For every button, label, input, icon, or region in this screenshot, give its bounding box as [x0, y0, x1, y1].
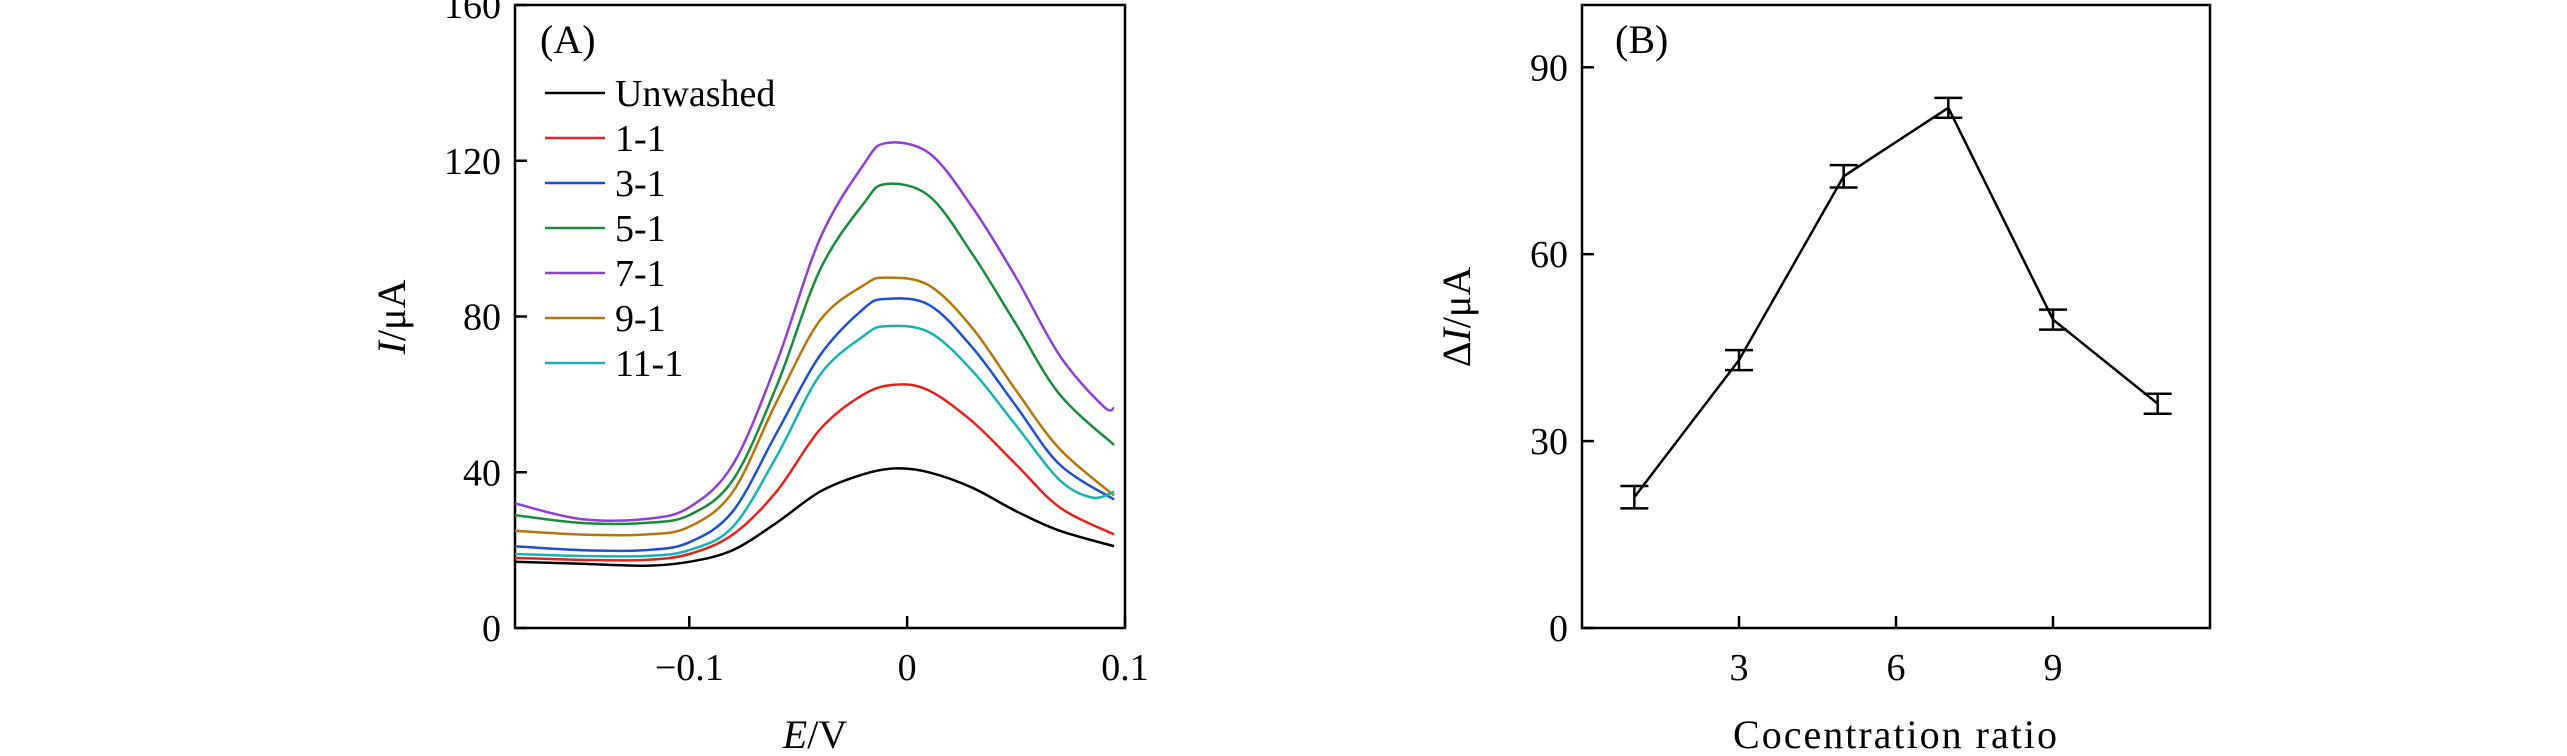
data-line [1633, 105, 2159, 498]
series-line-unwashed [514, 467, 1115, 567]
error-bar [2143, 392, 2172, 415]
panel-b-y-tick-label: 30 [1530, 421, 1568, 463]
panel-b-x-axis-title: Cocentration ratio [1733, 712, 2059, 756]
series-line-1-1 [514, 383, 1115, 562]
legend-label-3-1: 3-1 [615, 163, 666, 205]
panel-b-y-axis-delta: Δ [1434, 342, 1479, 368]
panel-b-y-ticks: 0 30 60 90 [1530, 47, 1594, 650]
panel-a-label: (A) [540, 17, 596, 62]
panel-a-y-axis-title: I/μA [369, 280, 414, 356]
panel-a-x-axis-unit: /V [807, 712, 847, 756]
legend-label-7-1: 7-1 [615, 253, 666, 295]
panel-b-plot-frame [1580, 3, 2212, 630]
panel-a-y-axis-unit: /μA [369, 280, 414, 342]
panel-b-series [1620, 96, 2172, 510]
legend-label-1-1: 1-1 [615, 118, 666, 160]
panel-a-y-tick-label: 0 [482, 608, 501, 650]
panel-b-y-tick-label: 0 [1549, 608, 1568, 650]
panel-b-chart: 0 30 60 90 3 6 9 (B) Cocentration ratio ΔI/μA [1434, 3, 2212, 756]
panel-a-y-tick-label: 160 [444, 0, 501, 27]
legend-label-11-1: 11-1 [615, 343, 683, 385]
error-bar [2039, 308, 2067, 331]
panel-b-x-tick-label: 3 [1730, 647, 1749, 689]
series-line-3-1 [514, 297, 1115, 553]
legend-label-5-1: 5-1 [615, 208, 666, 250]
panel-a-chart: 0 40 80 120 160 −0.1 0 0.1 Unwashed1-13-15-17-… [369, 0, 1149, 756]
error-bar [1934, 96, 1963, 120]
panel-b-y-axis-unit: /μA [1434, 267, 1479, 329]
panel-b-label: (B) [1615, 17, 1668, 62]
panel-a-y-ticks: 0 40 80 120 160 [444, 0, 527, 650]
panel-b-x-tick-label: 6 [1887, 647, 1906, 689]
panel-a-y-tick-label: 80 [463, 297, 501, 339]
panel-b-y-tick-label: 90 [1530, 47, 1568, 89]
series-line-9-1 [514, 276, 1115, 537]
panel-a-x-axis-symbol: E [782, 712, 807, 756]
legend-label-9-1: 9-1 [615, 298, 666, 340]
panel-a-y-tick-label: 120 [444, 141, 501, 183]
error-bar [1829, 163, 1858, 189]
panel-a-x-tick-label: −0.1 [655, 647, 724, 689]
series-line-5-1 [514, 182, 1115, 526]
panel-b-x-ticks: 3 6 9 [1730, 616, 2063, 689]
panel-a-y-axis-symbol: I [369, 339, 414, 355]
panel-a-x-ticks: −0.1 0 0.1 [655, 616, 1149, 689]
series-line-11-1 [514, 324, 1115, 558]
panel-a-x-axis-title: E/V [782, 712, 848, 756]
panel-b-x-tick-label: 9 [2044, 647, 2063, 689]
error-bar [1725, 348, 1753, 372]
panel-a-y-tick-label: 40 [463, 452, 501, 494]
panel-a-series-lines [514, 141, 1115, 567]
panel-a-x-tick-label: 0.1 [1101, 647, 1149, 689]
panel-a-x-tick-label: 0 [898, 647, 917, 689]
series-line-7-1 [514, 141, 1115, 522]
panel-b-y-axis-title: ΔI/μA [1434, 267, 1479, 368]
legend-label-unwashed: Unwashed [615, 73, 775, 115]
panel-b-y-tick-label: 60 [1530, 234, 1568, 276]
error-bar [1620, 484, 1649, 510]
panel-b-y-axis-symbol: I [1434, 327, 1479, 343]
